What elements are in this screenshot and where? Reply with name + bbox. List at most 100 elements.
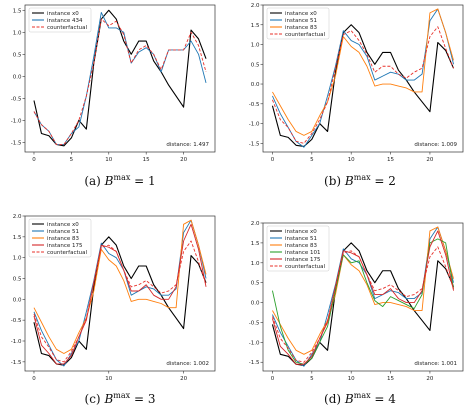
series-instance-83 [272, 226, 454, 355]
x-tick-label: 20 [180, 376, 187, 382]
x-tick-label: 5 [310, 157, 314, 163]
y-tick-label: 1.0 [251, 43, 260, 49]
y-tick-label: 1.5 [251, 23, 260, 29]
panel-caption: (c) Bmax = 3 [85, 391, 156, 406]
y-tick-label: -1.0 [11, 118, 22, 124]
legend-entry: instance x0 [47, 11, 79, 17]
caption-symbol: B [344, 392, 354, 406]
y-tick-label: -0.5 [11, 96, 22, 102]
x-tick-label: 10 [348, 157, 355, 163]
legend-entry: instance 83 [285, 243, 318, 249]
axes-frame [24, 215, 216, 372]
y-tick-label: 1.0 [13, 30, 22, 36]
caption-label: (a) [84, 174, 104, 188]
panel-caption: (b) Bmax = 2 [324, 173, 396, 188]
y-tick-label: 0.0 [251, 82, 260, 88]
series-counterfactual [33, 240, 207, 363]
legend-entry: counterfactual [285, 264, 326, 270]
panel-2: -1.5 -1.0 -0.5 0.0 0.5 1.0 1.5 2.0 0 5 10 15 20 insta… [249, 3, 464, 188]
caption-superscript: max [113, 173, 130, 182]
series-instance-83 [33, 219, 207, 354]
legend-entry: instance x0 [47, 222, 79, 228]
y-tick-label: 1.5 [13, 235, 22, 241]
legend-entry: instance 51 [285, 236, 317, 242]
legend-box [266, 7, 330, 40]
axes-frame [262, 222, 464, 372]
panel-caption: (a) Bmax = 1 [84, 173, 155, 188]
x-tick-label: 20 [426, 376, 433, 382]
legend-box [266, 225, 330, 272]
x-tick-label: 15 [387, 157, 394, 163]
caption-label: (d) [324, 392, 345, 406]
legend-entry: counterfactual [47, 250, 88, 256]
x-tick-label: 5 [310, 376, 314, 382]
legend-entry: instance 83 [285, 25, 318, 31]
x-tick-label: 15 [387, 376, 394, 382]
x-tick-label: 10 [105, 376, 112, 382]
x-tick-label: 0 [271, 376, 275, 382]
y-tick-label: 0.0 [13, 297, 22, 303]
panel-caption: (d) Bmax = 4 [324, 391, 396, 406]
y-tick-label: 0.5 [251, 281, 260, 287]
y-tick-label: 1.5 [13, 8, 22, 14]
legend-entry: instance x0 [285, 229, 317, 235]
legend-entry: instance 51 [47, 229, 79, 235]
y-tick-label: 2.0 [13, 214, 22, 220]
legend-entry: counterfactual [47, 25, 88, 31]
caption-value: = 1 [130, 174, 155, 188]
caption-symbol: B [103, 392, 113, 406]
x-tick-label: 10 [105, 157, 112, 163]
distance-annotation: distance: 1.009 [414, 142, 457, 148]
y-tick-label: 1.5 [251, 241, 260, 247]
axes-frame [24, 4, 216, 153]
x-tick-label: 15 [143, 157, 150, 163]
distance-annotation: distance: 1.001 [414, 361, 457, 367]
legend-entry: instance 101 [285, 250, 321, 256]
caption-label: (c) [85, 392, 105, 406]
y-tick-label: 0.5 [13, 277, 22, 283]
caption-value: = 2 [371, 174, 396, 188]
caption-superscript: max [354, 173, 371, 182]
legend-entry: instance 175 [285, 257, 321, 263]
legend-entry: instance 51 [285, 18, 317, 24]
legend-box [28, 7, 92, 33]
y-tick-label: 2.0 [251, 221, 260, 227]
y-tick-label: 2.0 [251, 3, 260, 9]
x-tick-label: 0 [32, 157, 36, 163]
series-instance-434 [33, 12, 207, 145]
x-tick-label: 0 [32, 376, 36, 382]
x-tick-label: 20 [180, 157, 187, 163]
caption-symbol: B [104, 174, 114, 188]
caption-label: (b) [324, 174, 345, 188]
y-tick-label: -1.0 [11, 339, 22, 345]
caption-symbol: B [344, 174, 354, 188]
legend-entry: instance x0 [285, 11, 317, 17]
y-tick-label: 0.5 [13, 52, 22, 58]
legend-entry: instance 434 [47, 18, 83, 24]
legend-entry: instance 83 [47, 236, 80, 242]
x-tick-label: 20 [426, 157, 433, 163]
distance-annotation: distance: 1.497 [166, 142, 209, 148]
y-tick-label: 0.5 [251, 62, 260, 68]
caption-value: = 4 [371, 392, 397, 406]
y-tick-label: 1.0 [251, 261, 260, 267]
y-tick-label: -1.0 [249, 122, 260, 128]
series-counterfactual [272, 26, 454, 144]
y-tick-label: -1.5 [249, 360, 260, 366]
legend-box [28, 218, 92, 258]
series-counterfactual [33, 18, 207, 145]
panel-4: -1.5 -1.0 -0.5 0.0 0.5 1.0 1.5 2.0 0 5 10 15 20 insta… [249, 221, 464, 406]
x-tick-label: 0 [271, 157, 275, 163]
y-tick-label: -1.5 [249, 141, 260, 147]
y-tick-label: -0.5 [11, 318, 22, 324]
caption-value: = 3 [130, 392, 155, 406]
panel-3: -1.5 -1.0 -0.5 0.0 0.5 1.0 1.5 2.0 0 10 20 instance… [11, 214, 216, 406]
caption-superscript: max [354, 391, 371, 400]
distance-annotation: distance: 1.002 [166, 361, 209, 367]
series-counterfactual [272, 246, 454, 363]
series-instance-83 [272, 8, 454, 136]
